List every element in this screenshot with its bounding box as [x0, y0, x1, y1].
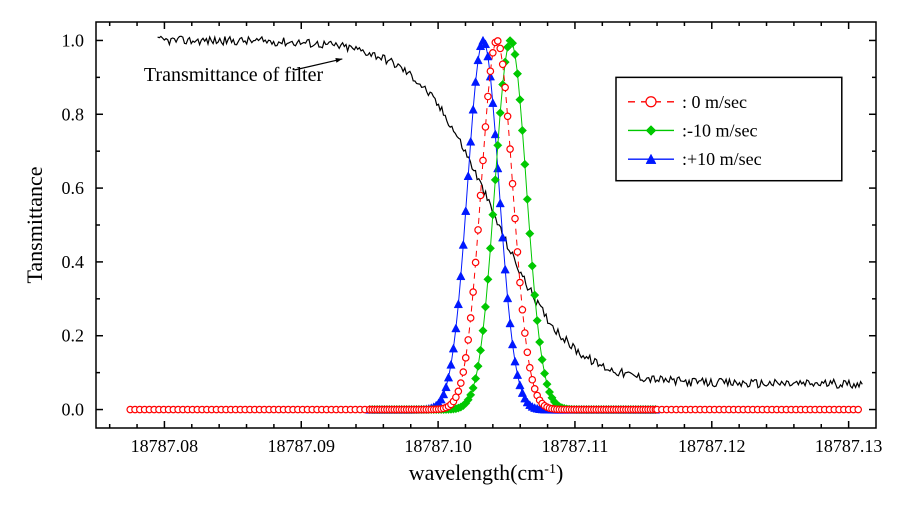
y-tick-label: 0.0	[62, 400, 85, 420]
y-axis-label: Tansmittance	[22, 167, 47, 284]
x-tick-label: 18787.13	[815, 436, 883, 456]
legend-label: :+10 m/sec	[682, 149, 762, 169]
annotation-filter-label: Transmittance of filter	[144, 64, 324, 86]
y-tick-label: 1.0	[62, 30, 85, 50]
y-tick-label: 0.2	[62, 326, 85, 346]
transmittance-chart: 18787.08 18787.09 18787.10 18787.11 18787.12…	[0, 0, 906, 520]
legend-label: : 0 m/sec	[682, 92, 747, 112]
x-axis-label: wavelength(cm-1)	[409, 460, 564, 485]
x-tick-label: 18787.10	[404, 436, 472, 456]
x-tick-label: 18787.11	[542, 436, 609, 456]
legend-label: :-10 m/sec	[682, 120, 757, 140]
y-tick-label: 0.6	[62, 178, 85, 198]
x-tick-label: 18787.09	[268, 436, 336, 456]
y-tick-label: 0.4	[62, 252, 85, 272]
x-tick-label: 18787.08	[131, 436, 199, 456]
x-tick-label: 18787.12	[678, 436, 746, 456]
y-tick-label: 0.8	[62, 104, 85, 124]
legend-marker	[646, 97, 656, 107]
